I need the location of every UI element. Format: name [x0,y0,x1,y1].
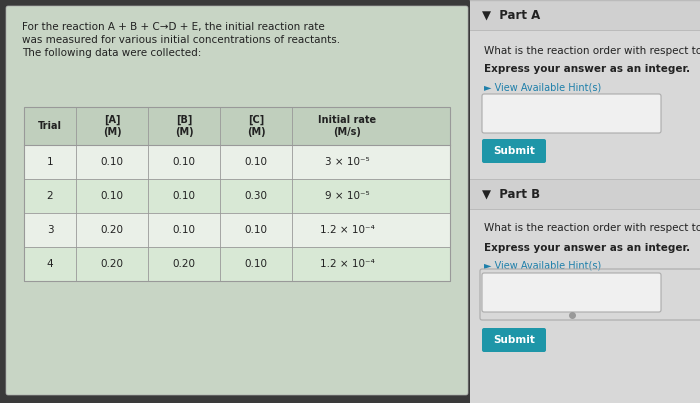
Text: 0.20: 0.20 [101,225,123,235]
Text: 0.30: 0.30 [244,191,267,201]
Text: 2: 2 [47,191,53,201]
Text: [B]
(M): [B] (M) [175,115,193,137]
Bar [24,213,450,247]
Bar [24,179,450,213]
FancyBboxPatch shape [482,94,661,133]
Text: Submit: Submit [493,146,535,156]
Text: 3 × 10⁻⁵: 3 × 10⁻⁵ [325,157,370,167]
Text: ▼  Part B: ▼ Part B [482,187,540,201]
Text: 1: 1 [47,157,53,167]
Text: 4: 4 [47,259,53,269]
Bar [24,247,450,281]
Text: ► View Available Hint(s): ► View Available Hint(s) [484,261,601,271]
Text: For the reaction A + B + C→D + E, the initial reaction rate
was measured for var: For the reaction A + B + C→D + E, the in… [22,22,340,58]
Text: 1.2 × 10⁻⁴: 1.2 × 10⁻⁴ [320,225,375,235]
Text: 0.10: 0.10 [244,157,267,167]
Bar [470,179,700,209]
Bar [470,0,700,403]
Text: 3: 3 [47,225,53,235]
FancyBboxPatch shape [482,139,546,163]
Text: 0.10: 0.10 [244,259,267,269]
Bar [24,145,450,179]
Text: 0.10: 0.10 [172,157,195,167]
Text: 0.20: 0.20 [172,259,195,269]
Text: 0.10: 0.10 [101,157,123,167]
FancyBboxPatch shape [6,6,468,395]
Bar [470,0,700,30]
Text: 0.10: 0.10 [101,191,123,201]
Text: Submit: Submit [493,335,535,345]
Text: 0.10: 0.10 [172,225,195,235]
FancyBboxPatch shape [482,328,546,352]
Text: [C]
(M): [C] (M) [246,115,265,137]
Text: 0.10: 0.10 [244,225,267,235]
Bar [24,107,450,281]
Text: Trial: Trial [38,121,62,131]
Bar [24,107,450,145]
Text: ► View Available Hint(s): ► View Available Hint(s) [484,82,601,92]
Text: 1.2 × 10⁻⁴: 1.2 × 10⁻⁴ [320,259,375,269]
Text: 9 × 10⁻⁵: 9 × 10⁻⁵ [325,191,370,201]
Text: What is the reaction order with respect to B?: What is the reaction order with respect … [484,223,700,233]
Text: [A]
(M): [A] (M) [103,115,121,137]
FancyBboxPatch shape [482,273,661,312]
Text: Express your answer as an integer.: Express your answer as an integer. [484,64,690,74]
Text: What is the reaction order with respect to Å?: What is the reaction order with respect … [484,44,700,56]
Text: Initial rate
(M/s): Initial rate (M/s) [318,115,376,137]
Text: Express your answer as an integer.: Express your answer as an integer. [484,243,690,253]
Text: 0.20: 0.20 [101,259,123,269]
Text: ▼  Part A: ▼ Part A [482,8,540,21]
Text: 0.10: 0.10 [172,191,195,201]
